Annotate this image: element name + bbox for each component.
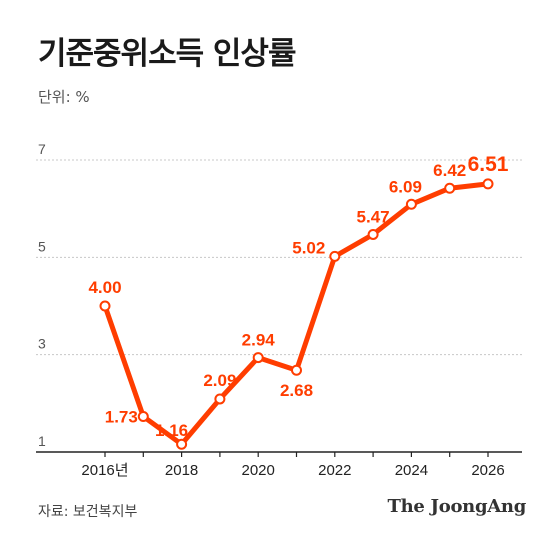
data-point-2025 (444, 182, 456, 194)
data-point-2026 (482, 178, 494, 190)
source-note: 자료: 보건복지부 (38, 504, 138, 520)
y-tick-1: 1 (38, 433, 46, 449)
data-points (99, 178, 494, 450)
brand-logo: The JoongAng (387, 496, 527, 517)
data-point-2022 (329, 250, 341, 262)
data-point-2019 (214, 393, 226, 405)
y-tick-7: 7 (38, 141, 46, 157)
data-label-2021: 2.68 (280, 381, 313, 400)
data-label-2022: 5.02 (292, 238, 325, 257)
y-axis-ticks: 1 3 5 7 (38, 141, 46, 449)
data-point-2017 (137, 410, 149, 422)
x-tick-2016: 2016년 (81, 462, 128, 479)
data-label-2017: 1.73 (105, 407, 138, 426)
data-labels: 4.00 1.73 1.16 2.09 2.94 2.68 5.02 5.47 6.09 6.42… (88, 153, 508, 440)
data-label-2019: 2.09 (203, 371, 236, 390)
x-tick-2024: 2024 (395, 462, 428, 479)
data-point-2016 (99, 300, 111, 312)
data-point-2021 (291, 364, 302, 376)
series-line (102, 181, 491, 447)
x-tick-2026: 2026 (471, 462, 504, 479)
data-label-2024: 6.09 (389, 177, 422, 196)
data-label-2018: 1.16 (155, 421, 188, 440)
data-label-2025: 6.42 (433, 161, 466, 180)
unit-label: 단위: % (38, 88, 90, 106)
data-point-2023 (367, 228, 379, 240)
data-label-2026: 6.51 (468, 153, 509, 176)
data-point-2020 (252, 352, 264, 364)
data-label-2020: 2.94 (242, 331, 276, 350)
x-tick-2022: 2022 (318, 462, 351, 479)
x-tick-2020: 2020 (242, 462, 275, 479)
x-axis-ticks: 2016년 2018 2020 2022 2024 2026 (81, 462, 504, 479)
y-tick-3: 3 (38, 336, 46, 352)
gridlines (36, 159, 522, 356)
data-point-2024 (405, 198, 417, 210)
x-axis (36, 451, 522, 457)
data-label-2023: 5.47 (357, 207, 390, 226)
series-polyline (102, 181, 491, 447)
data-point-2018 (176, 438, 188, 450)
data-label-2016: 4.00 (88, 278, 121, 297)
chart-title: 기준중위소득 인상률 (38, 36, 296, 72)
y-tick-5: 5 (38, 238, 46, 254)
x-tick-2018: 2018 (165, 462, 198, 479)
